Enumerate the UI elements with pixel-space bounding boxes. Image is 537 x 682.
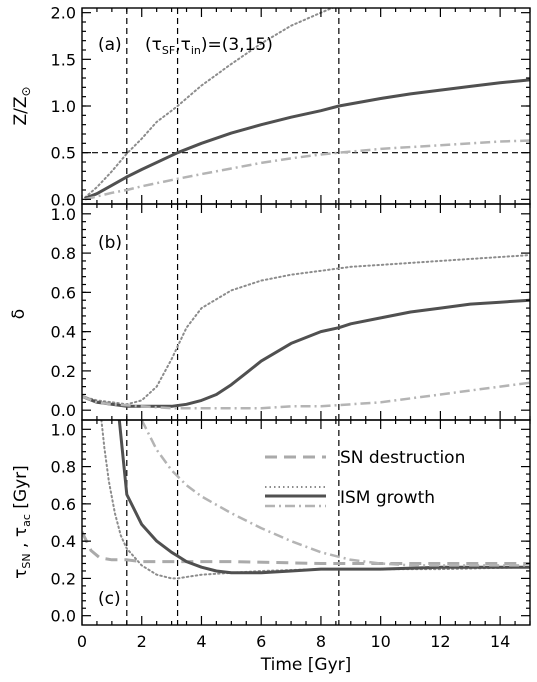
y-tick-label: 0.0: [51, 607, 76, 626]
y-tick-label: 1.5: [51, 50, 76, 69]
series-line-dashdot: [140, 420, 530, 567]
ylabel-a: Z/Z⊙: [11, 86, 33, 125]
y-tick-label: 2.0: [51, 4, 76, 23]
y-tick-label: 0.0: [51, 401, 76, 420]
x-tick-label: 12: [430, 632, 450, 651]
x-tick-label: 6: [256, 632, 266, 651]
series-line-dotted: [84, 8, 335, 199]
x-tick-label: 0: [77, 632, 87, 651]
y-tick-label: 0.6: [51, 283, 76, 302]
panel-label-a: (a): [98, 35, 122, 55]
svg-text:(τSF,τin)=(3,15): (τSF,τin)=(3,15): [145, 35, 273, 57]
svg-text:τSN , τac [Gyr]: τSN , τac [Gyr]: [11, 465, 33, 579]
y-tick-label: 0.6: [51, 495, 76, 514]
y-tick-label: 0.2: [51, 569, 76, 588]
x-tick-label: 8: [316, 632, 326, 651]
series-line-solid: [82, 298, 530, 408]
y-tick-label: 0.4: [51, 323, 76, 342]
y-tick-label: 1.0: [51, 97, 76, 116]
svg-text:Z/Z⊙: Z/Z⊙: [11, 86, 33, 125]
y-tick-label: 0.8: [51, 458, 76, 477]
legend: SN destruction ISM growth: [265, 448, 465, 508]
y-tick-label: 0.4: [51, 532, 76, 551]
legend-label-ism: ISM growth: [340, 488, 435, 508]
plot-frame: [81, 203, 531, 421]
y-tick-label: 0.2: [51, 362, 76, 381]
ylabel-c: τSN , τac [Gyr]: [11, 465, 33, 579]
y-tick-label: 1.0: [51, 205, 76, 224]
legend-label-sn: SN destruction: [340, 448, 465, 468]
series-line-dashdot: [84, 139, 530, 201]
annotation-a: (τSF,τin)=(3,15): [145, 35, 273, 57]
series-line-dotted: [100, 420, 530, 580]
panel-label-b: (b): [98, 233, 122, 253]
series-line-solid: [84, 78, 530, 200]
panel-label-c: (c): [98, 589, 121, 609]
series-line-dashed: [82, 531, 530, 565]
series-line-solid: [117, 420, 530, 575]
y-tick-label: 0.0: [51, 190, 76, 209]
y-tick-label: 1.0: [51, 420, 76, 439]
ylabel-b: δ: [9, 309, 29, 319]
y-tick-label: 0.8: [51, 244, 76, 263]
x-tick-label: 2: [137, 632, 147, 651]
x-tick-label: 14: [490, 632, 510, 651]
x-tick-label: 4: [196, 632, 206, 651]
x-tick-label: 10: [370, 632, 390, 651]
y-tick-label: 0.5: [51, 144, 76, 163]
series-line-dotted: [82, 254, 530, 406]
xlabel: Time [Gyr]: [260, 655, 352, 675]
series-line-dashdot: [82, 381, 530, 410]
